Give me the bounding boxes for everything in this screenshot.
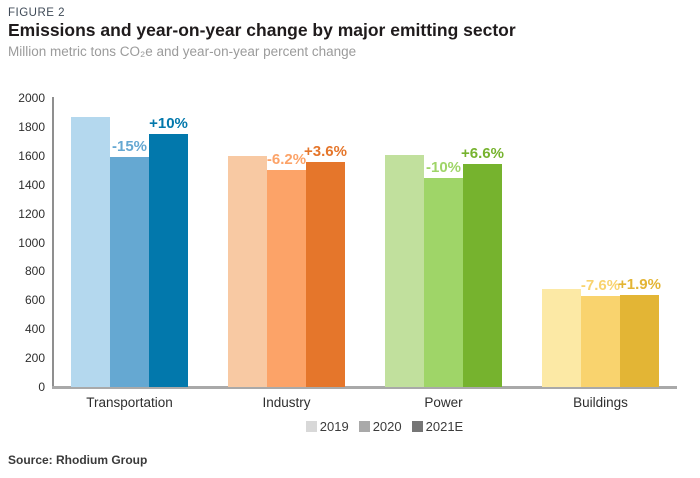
y-axis-tick-label: 400 <box>24 322 45 337</box>
bar-power-2019 <box>385 155 424 387</box>
bar-power-2021e <box>463 164 502 387</box>
bar-transportation-2019 <box>71 117 110 387</box>
y-axis-tick-label: 1800 <box>18 119 45 134</box>
change-label: +6.6% <box>461 145 504 162</box>
x-axis-category-label: Transportation <box>86 395 173 410</box>
change-label: -10% <box>425 159 462 176</box>
legend-item-2019: 2019 <box>305 419 349 434</box>
chart-subtitle: Million metric tons CO₂e and year-on-yea… <box>8 44 357 59</box>
bar-industry-2021e <box>306 162 345 387</box>
y-axis-tick-label: 2000 <box>18 91 45 105</box>
y-axis-tick-label: 200 <box>24 351 45 366</box>
y-axis-tick-label: 1400 <box>18 177 45 192</box>
bar-power-2020 <box>424 178 463 387</box>
legend-label: 2021E <box>425 419 464 434</box>
y-axis-tick-label: 800 <box>24 264 45 279</box>
legend-swatch <box>411 421 423 432</box>
x-axis-category-label: Power <box>424 395 463 410</box>
y-axis-tick-label: 1200 <box>18 206 45 221</box>
legend-label: 2020 <box>372 419 402 434</box>
y-axis-line <box>52 97 54 388</box>
bar-transportation-2021e <box>149 134 188 387</box>
x-axis-category-label: Buildings <box>573 395 628 410</box>
legend-swatch <box>305 421 317 432</box>
x-axis-category-label: Industry <box>262 395 311 410</box>
source-note: Source: Rhodium Group <box>8 453 148 467</box>
change-label: -6.2% <box>266 151 307 168</box>
figure-label: FIGURE 2 <box>8 7 66 19</box>
y-axis-tick-label: 1000 <box>18 235 45 250</box>
legend-item-2020: 2020 <box>358 419 402 434</box>
legend: 2019 2020 2021E <box>72 419 697 434</box>
bar-buildings-2019 <box>542 289 581 387</box>
legend-swatch <box>358 421 370 432</box>
change-label: -7.6% <box>580 277 621 294</box>
legend-item-2021e: 2021E <box>411 419 464 434</box>
bar-buildings-2021e <box>620 295 659 387</box>
change-label: +10% <box>149 115 188 132</box>
bar-industry-2020 <box>267 170 306 387</box>
bar-buildings-2020 <box>581 296 620 387</box>
change-label: -15% <box>111 138 148 155</box>
change-label: +1.9% <box>618 276 661 293</box>
bar-transportation-2020 <box>110 157 149 387</box>
y-axis-tick-label: 600 <box>24 293 45 308</box>
y-axis-tick-label: 0 <box>38 380 45 394</box>
y-axis-tick-label: 1600 <box>18 148 45 163</box>
bar-industry-2019 <box>228 156 267 387</box>
chart-title: Emissions and year-on-year change by maj… <box>8 20 516 40</box>
x-axis-line <box>52 386 677 389</box>
change-label: +3.6% <box>304 143 347 160</box>
legend-label: 2019 <box>319 419 349 434</box>
